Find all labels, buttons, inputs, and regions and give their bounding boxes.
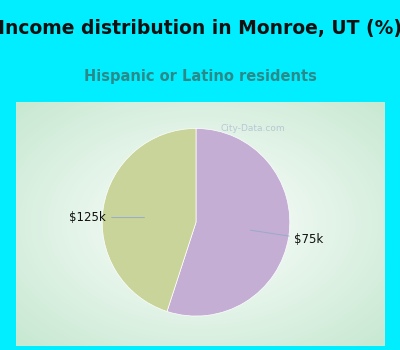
Text: $75k: $75k xyxy=(250,230,324,246)
Text: Hispanic or Latino residents: Hispanic or Latino residents xyxy=(84,69,316,84)
Text: $125k: $125k xyxy=(69,211,144,224)
Text: Income distribution in Monroe, UT (%): Income distribution in Monroe, UT (%) xyxy=(0,19,400,38)
Text: City-Data.com: City-Data.com xyxy=(220,124,285,133)
Wedge shape xyxy=(167,128,290,316)
Wedge shape xyxy=(102,128,196,312)
